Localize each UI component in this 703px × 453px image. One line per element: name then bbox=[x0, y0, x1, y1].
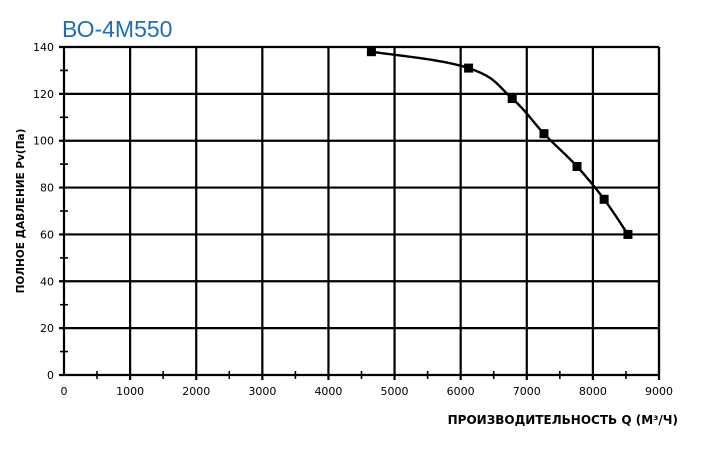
data-point bbox=[464, 63, 474, 73]
y-tick-label: 120 bbox=[33, 88, 54, 101]
x-tick-label: 3000 bbox=[248, 385, 276, 398]
data-points bbox=[366, 47, 633, 239]
grid bbox=[59, 45, 661, 380]
x-tick-label: 8000 bbox=[579, 385, 607, 398]
x-tick-label: 1000 bbox=[116, 385, 144, 398]
y-tick-label: 40 bbox=[40, 275, 54, 288]
x-tick-label: 2000 bbox=[182, 385, 210, 398]
x-tick-label: 5000 bbox=[381, 385, 409, 398]
y-tick-label: 0 bbox=[47, 369, 54, 382]
data-point bbox=[366, 47, 376, 57]
x-tick-label: 6000 bbox=[447, 385, 475, 398]
chart-title: ВО-4М550 bbox=[62, 16, 172, 42]
data-point bbox=[623, 229, 633, 239]
data-point bbox=[539, 129, 549, 139]
y-axis-label: ПОЛНОЕ ДАВЛЕНИЕ Pv(Па) bbox=[15, 129, 27, 294]
x-tick-label: 7000 bbox=[513, 385, 541, 398]
y-tick-label: 80 bbox=[40, 182, 54, 195]
series-line bbox=[371, 50, 629, 236]
y-tick-label: 140 bbox=[33, 41, 54, 54]
data-point bbox=[572, 161, 582, 171]
x-tick-label: 0 bbox=[61, 385, 68, 398]
y-tick-label: 60 bbox=[40, 228, 54, 241]
x-tick-label: 9000 bbox=[645, 385, 673, 398]
tick-labels: 0 1000 2000 3000 4000 5000 6000 7000 8000 9000 0 20… bbox=[33, 41, 673, 398]
y-tick-label: 20 bbox=[40, 322, 54, 335]
data-point bbox=[599, 194, 609, 204]
x-axis-label: ПРОИЗВОДИТЕЛЬНОСТЬ Q (М³/Ч) bbox=[448, 413, 678, 427]
data-point bbox=[507, 94, 517, 104]
y-tick-label: 100 bbox=[33, 135, 54, 148]
x-tick-label: 4000 bbox=[314, 385, 342, 398]
